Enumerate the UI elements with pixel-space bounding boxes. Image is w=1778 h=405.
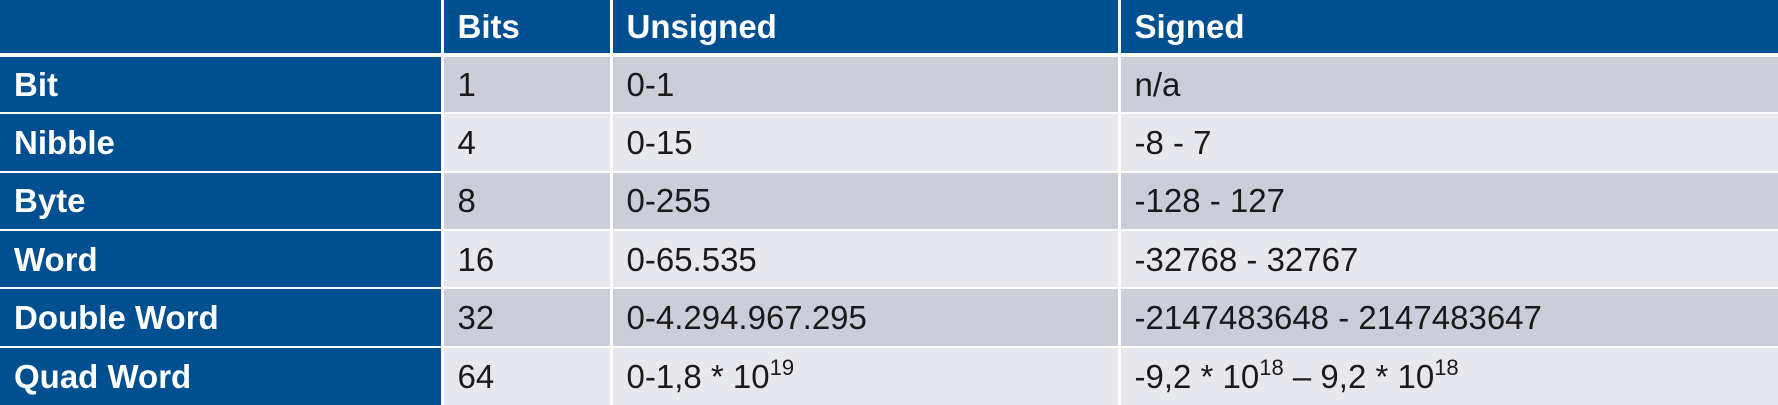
header-cell-corner [0,0,444,57]
unsigned-range-cell: 0-1,8 * 1019 [611,346,1121,405]
table-row: Byte 8 0-255 -128 - 127 [0,171,1778,231]
bits-cell: 4 [442,113,613,173]
table-row: Word 16 0-65.535 -32768 - 32767 [0,229,1778,290]
table-row: Double Word 32 0-4.294.967.295 -21474836… [0,288,1778,348]
header-cell-bits: Bits [442,0,613,57]
header-cell-unsigned: Unsigned [611,0,1121,57]
bits-cell: 8 [442,171,613,231]
signed-lower-mantissa: -9,2 * 10 [1134,357,1260,395]
signed-range-cell: -2147483648 - 2147483647 [1119,288,1778,348]
unsigned-range-cell: 0-4.294.967.295 [611,288,1121,348]
unsigned-range-cell: 0-255 [611,171,1121,231]
signed-lower-exponent: 18 [1259,354,1284,380]
row-label: Nibble [0,113,444,173]
table-row: Quad Word 64 0-1,8 * 1019 -9,2 * 1018 – … [0,346,1778,405]
signed-range-cell: -9,2 * 1018 – 9,2 * 1018 [1119,346,1778,405]
signed-upper-exponent: 18 [1434,354,1459,380]
row-label: Bit [0,55,444,115]
header-cell-signed: Signed [1119,0,1778,57]
unsigned-range-cell: 0-1 [611,55,1121,115]
signed-range-cell: n/a [1119,55,1778,115]
unsigned-range-cell: 0-65.535 [611,229,1121,290]
unsigned-mantissa: 0-1,8 * 10 [626,357,770,395]
bits-cell: 32 [442,288,613,348]
bits-cell: 1 [442,55,613,115]
row-label: Double Word [0,288,444,348]
unsigned-exponent: 19 [769,354,795,380]
row-label: Byte [0,171,444,231]
signed-range-cell: -128 - 127 [1119,171,1778,231]
unsigned-range-cell: 0-15 [611,113,1121,173]
signed-upper-mantissa: – 9,2 * 10 [1283,357,1435,395]
signed-range-cell: -32768 - 32767 [1119,229,1778,290]
header-row: Bits Unsigned Signed [0,0,1778,57]
row-label: Quad Word [0,346,444,405]
table-row: Nibble 4 0-15 -8 - 7 [0,113,1778,173]
bits-cell: 64 [442,346,613,405]
signed-range-cell: -8 - 7 [1119,113,1778,173]
row-label: Word [0,229,444,290]
bits-cell: 16 [442,229,613,290]
table-row: Bit 1 0-1 n/a [0,55,1778,115]
